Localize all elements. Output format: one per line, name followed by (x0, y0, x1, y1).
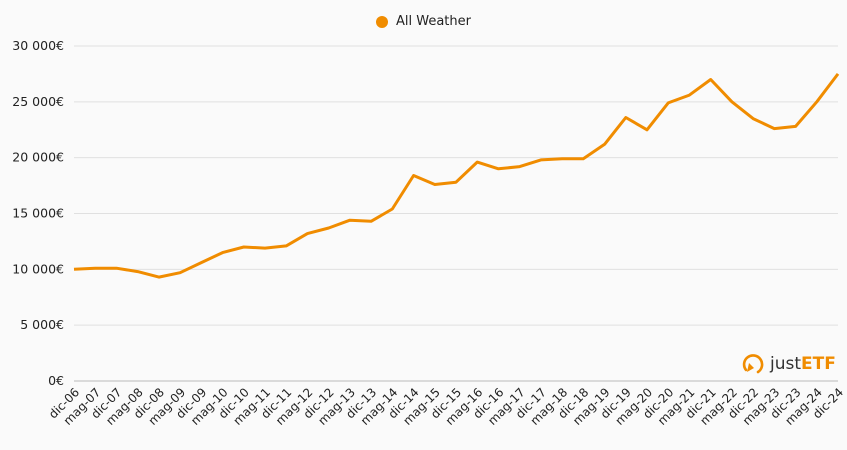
logo-text-just: just (770, 354, 802, 374)
x-axis-ticks: dic-06mag-07dic-07mag-08dic-08mag-09dic-… (46, 385, 846, 428)
legend-marker-icon (376, 15, 388, 28)
logo-text-etf: ETF (801, 354, 836, 374)
series-line-all-weather[interactable] (73, 72, 840, 279)
svg-text:15 000€: 15 000€ (12, 206, 64, 221)
justetf-logo: just ETF (740, 352, 836, 376)
y-axis-ticks: 0€ 5 000€ 10 000€ 15 000€ 20 000€ 25 000€ 30 0… (12, 38, 64, 388)
legend-label: All Weather (396, 14, 471, 29)
svg-text:30 000€: 30 000€ (12, 38, 64, 53)
justetf-logo-icon (742, 354, 764, 374)
svg-text:25 000€: 25 000€ (12, 94, 64, 109)
gridlines (74, 45, 838, 382)
svg-text:0€: 0€ (48, 373, 64, 388)
svg-text:10 000€: 10 000€ (12, 261, 64, 276)
svg-text:20 000€: 20 000€ (12, 150, 64, 165)
chart-legend[interactable]: All Weather (0, 14, 847, 29)
svg-text:5 000€: 5 000€ (20, 317, 64, 332)
